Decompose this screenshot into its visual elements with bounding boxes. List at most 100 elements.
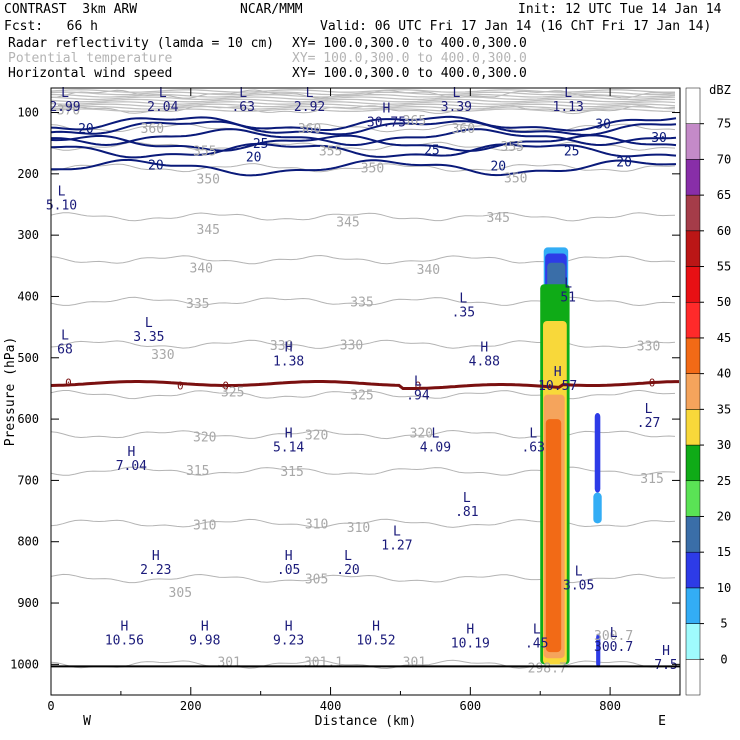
theta-label: 355 [193, 145, 216, 160]
colorbar-swatch [685, 337, 701, 374]
init-time: Init: 12 UTC Tue 14 Jan 14 [518, 2, 722, 17]
colorbar-swatch [685, 516, 701, 553]
extremum-L: L [575, 564, 583, 579]
theta-label: 325 [350, 389, 373, 404]
y-tick-label: 500 [17, 351, 39, 365]
extremum-L: L [431, 426, 439, 441]
colorbar-swatch [685, 266, 701, 303]
theta-label: 315 [186, 464, 209, 479]
theta-contour-315 [51, 466, 676, 476]
colorbar-label: 40 [717, 367, 731, 381]
freezing-label: 0 [222, 379, 229, 392]
extremum-value: 1.27 [381, 539, 412, 554]
theta-label: 370 [57, 103, 80, 118]
extremum-value: 3.39 [441, 100, 472, 115]
extremum-L: L [529, 426, 537, 441]
extremum-H: H [285, 341, 293, 356]
wind-label: 20 [490, 159, 506, 174]
theta-label: 330 [637, 340, 660, 355]
extremum-value: 2.23 [140, 563, 171, 578]
theta-label: 340 [417, 263, 440, 278]
x-tick-label: 0 [47, 699, 54, 713]
extremum-H: H [480, 341, 488, 356]
extremum-value: .27 [637, 416, 660, 431]
theta-contour-strato [51, 105, 676, 110]
theta-label: 350 [197, 173, 220, 188]
extremum-L: L [414, 374, 422, 389]
theta-label: 301 [217, 655, 240, 670]
theta-label: 360 [141, 122, 164, 137]
extremum-value: 5.10 [46, 198, 77, 213]
theta-contour-strato [51, 101, 676, 105]
extremum-H: H [285, 549, 293, 564]
extremum-H: H [285, 620, 293, 635]
extremum-value: 68 [57, 342, 73, 357]
colorbar-swatch [685, 623, 701, 660]
freezing-label: 0 [177, 379, 184, 392]
colorbar-swatch [685, 659, 701, 696]
y-tick-label: 1000 [10, 657, 39, 671]
extremum-value: 10.19 [451, 637, 490, 652]
wind-label: 30 [595, 118, 611, 133]
colorbar-swatch [685, 373, 701, 410]
extremum-L: L [610, 626, 618, 641]
theta-label: 320 [193, 430, 216, 445]
colorbar-label: 30 [717, 438, 731, 452]
theta-label: 360 [298, 122, 321, 137]
extremum-H: H [554, 365, 562, 380]
extremum-L: L [344, 549, 352, 564]
field-theta-xy: XY= 100.0,300.0 to 400.0,300.0 [292, 51, 527, 66]
extremum-L: L [533, 623, 541, 638]
extremum-value: 10.57 [538, 379, 577, 394]
extremum-value: .05 [277, 563, 300, 578]
wind-contour-25 [51, 134, 677, 152]
extremum-L: L [463, 491, 471, 506]
extremum-value: .63 [231, 100, 254, 115]
extremum-H: H [662, 644, 670, 659]
theta-contour-345 [51, 212, 676, 222]
colorbar-label: 50 [717, 295, 731, 309]
theta-contour-strato [51, 96, 676, 101]
wind-contour-30 [51, 115, 677, 132]
wind-label: 30 [651, 131, 667, 146]
wind-label: 25 [424, 143, 440, 158]
field-theta: Potential temperature [8, 51, 173, 66]
theta-label: 305 [305, 573, 328, 588]
theta-contour-strato [51, 103, 676, 108]
extremum-value: 51 [560, 290, 576, 305]
wind-label: 25 [253, 137, 269, 152]
extremum-value: 3.35 [133, 330, 164, 345]
colorbar-swatch [685, 87, 701, 124]
field-wind-xy: XY= 100.0,300.0 to 400.0,300.0 [292, 66, 527, 81]
colorbar-swatch [685, 480, 701, 517]
extremum-L: L [459, 292, 467, 307]
theta-label: 360 [452, 122, 475, 137]
forecast-hour: Fcst: 66 h [4, 19, 98, 34]
x-tick-label: 200 [180, 699, 202, 713]
wind-contour-30 [51, 128, 677, 147]
y-tick-label: 600 [17, 412, 39, 426]
theta-label: 345 [336, 216, 359, 231]
theta-contour-340 [51, 254, 676, 265]
freezing-label: 0 [415, 379, 422, 392]
extremum-value: 9.98 [189, 634, 220, 649]
theta-label: 365 [403, 114, 426, 129]
colorbar-swatch [685, 159, 701, 196]
extremum-value: 2.99 [49, 100, 80, 115]
colorbar-label: 75 [717, 117, 731, 131]
extremum-value: .45 [525, 637, 548, 652]
extremum-value: 9.23 [273, 634, 304, 649]
extremum-value: 3.05 [563, 578, 594, 593]
theta-contour-305 [51, 573, 676, 584]
theta-label: 355 [501, 140, 524, 155]
plot-frame [50, 87, 681, 696]
colorbar-label: 20 [717, 509, 731, 523]
theta-label: 345 [487, 211, 510, 226]
extremum-L: L [393, 525, 401, 540]
theta-label: 350 [504, 172, 527, 187]
extremum-H: H [152, 549, 160, 564]
theta-label: 330 [270, 339, 293, 354]
theta-label: 310 [305, 517, 328, 532]
extremum-H: H [383, 102, 391, 117]
theta-label: 301 [403, 655, 426, 670]
